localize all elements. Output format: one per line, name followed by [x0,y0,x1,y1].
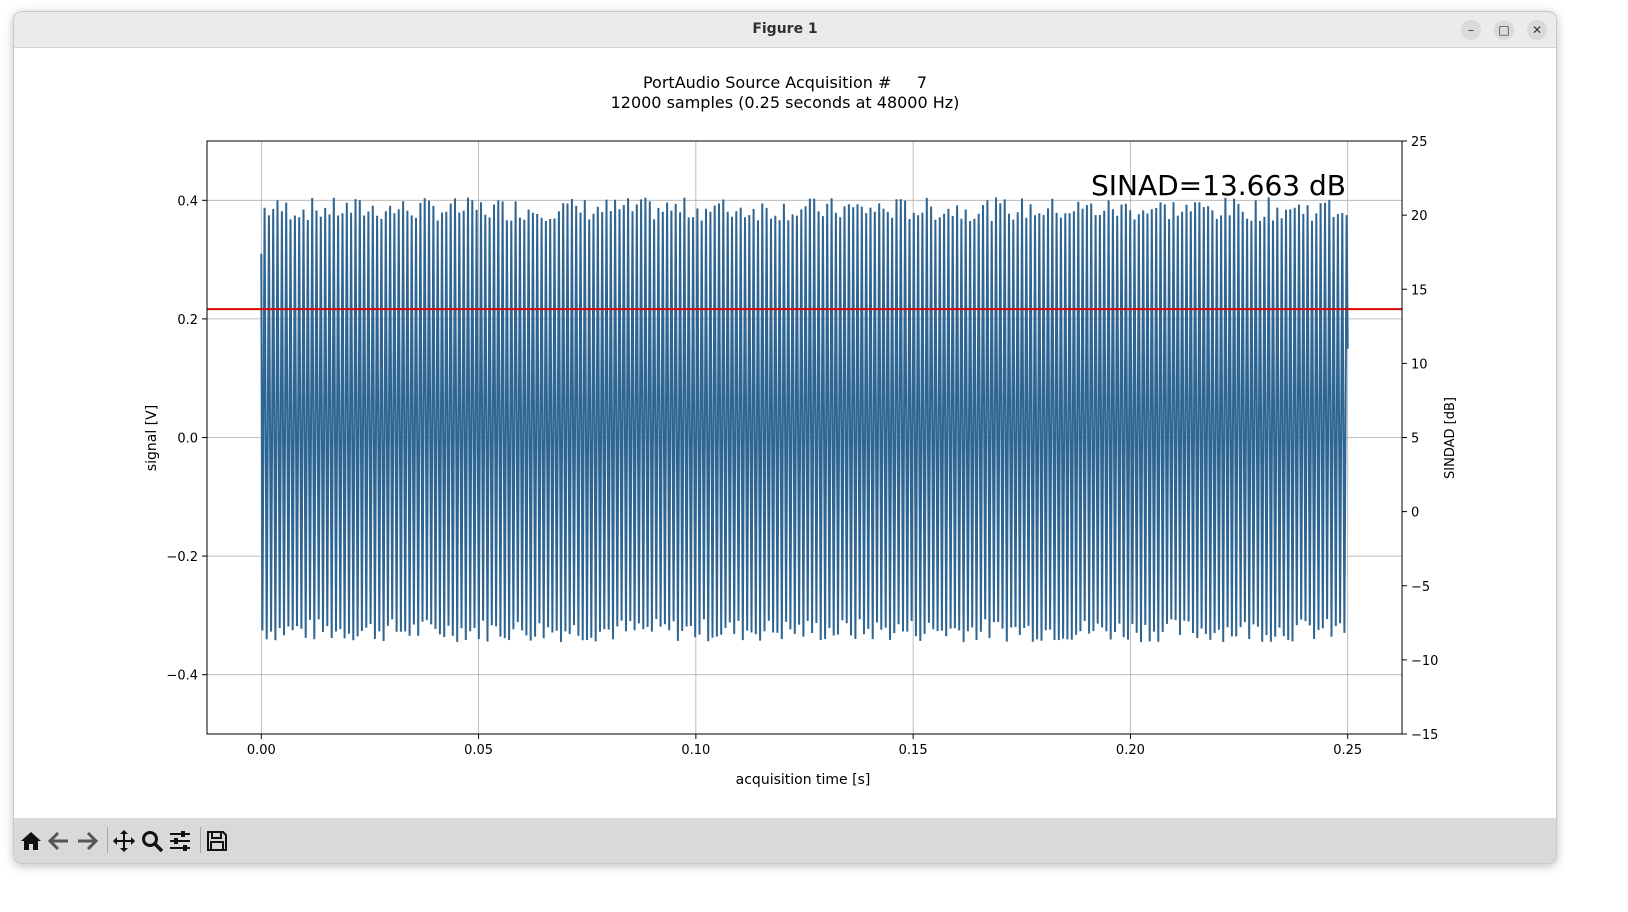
configure-subplots-button[interactable] [168,829,192,853]
title-bar[interactable]: Figure 1 – □ ✕ [14,12,1556,48]
y2-axis-label: SINDAD [dB] [1443,397,1458,479]
signal-series [260,197,1349,643]
save-button[interactable] [205,829,229,853]
back-button[interactable] [47,829,71,853]
y2-tick-label: 5 [1411,432,1419,447]
forward-button[interactable] [75,829,99,853]
y-axis-label: signal [V] [144,405,160,471]
maximize-button[interactable]: □ [1494,20,1514,40]
sinad-annotation: SINAD=13.663 dB [1091,169,1346,202]
minimize-button[interactable]: – [1461,20,1481,40]
home-icon [21,832,41,850]
signal-line [260,197,1349,643]
y2-tick-label: 0 [1411,506,1419,521]
chart-subtitle: 12000 samples (0.25 seconds at 48000 Hz) [611,93,960,112]
x-tick-label: 0.15 [899,743,928,758]
zoom-button[interactable] [140,829,164,853]
toolbar-separator [200,827,201,853]
y2-tick-label: 15 [1411,283,1428,298]
toolbar-separator [107,827,108,853]
y2-tick-label: 10 [1411,357,1428,372]
figure-window: Figure 1 – □ ✕ 0.00 0.05 0.10 0.15 0.20 0.25 0… [13,11,1557,864]
magnifier-icon [142,831,164,853]
y2-tick-label: −10 [1411,654,1438,669]
y2-tick-label: 25 [1411,135,1428,150]
x-tick-label: 0.20 [1116,743,1145,758]
y2-tick-label: 20 [1411,209,1428,224]
home-button[interactable] [19,829,43,853]
x-tick-label: 0.25 [1333,743,1362,758]
arrow-right-icon [78,831,99,851]
x-tick-label: 0.00 [247,743,276,758]
y-tick-label: 0.0 [177,432,198,447]
x-tick-label: 0.10 [681,743,710,758]
sliders-icon [170,831,190,851]
arrow-left-icon [47,831,68,851]
chart-title: PortAudio Source Acquisition # 7 [643,73,927,92]
pan-button[interactable] [112,829,136,853]
y-tick-label: 0.2 [177,313,198,328]
tick-layer: 0.00 0.05 0.10 0.15 0.20 0.25 0.4 0.2 0.0 −0.2 −0.… [166,135,1438,758]
y2-tick-label: −5 [1411,580,1430,595]
move-icon [113,830,135,852]
navigation-toolbar [14,818,1556,863]
y-tick-label: 0.4 [177,194,198,209]
floppy-icon [207,831,227,851]
y-tick-label: −0.4 [166,669,198,684]
x-axis-label: acquisition time [s] [736,772,871,788]
y2-tick-label: −15 [1411,728,1438,743]
chart[interactable]: 0.00 0.05 0.10 0.15 0.20 0.25 0.4 0.2 0.0 −0.2 −0.… [14,48,1556,818]
x-tick-label: 0.05 [464,743,493,758]
window-title: Figure 1 [752,21,818,37]
figure-canvas[interactable]: 0.00 0.05 0.10 0.15 0.20 0.25 0.4 0.2 0.0 −0.2 −0.… [14,48,1556,818]
y-tick-label: −0.2 [166,550,198,565]
close-button[interactable]: ✕ [1527,20,1547,40]
